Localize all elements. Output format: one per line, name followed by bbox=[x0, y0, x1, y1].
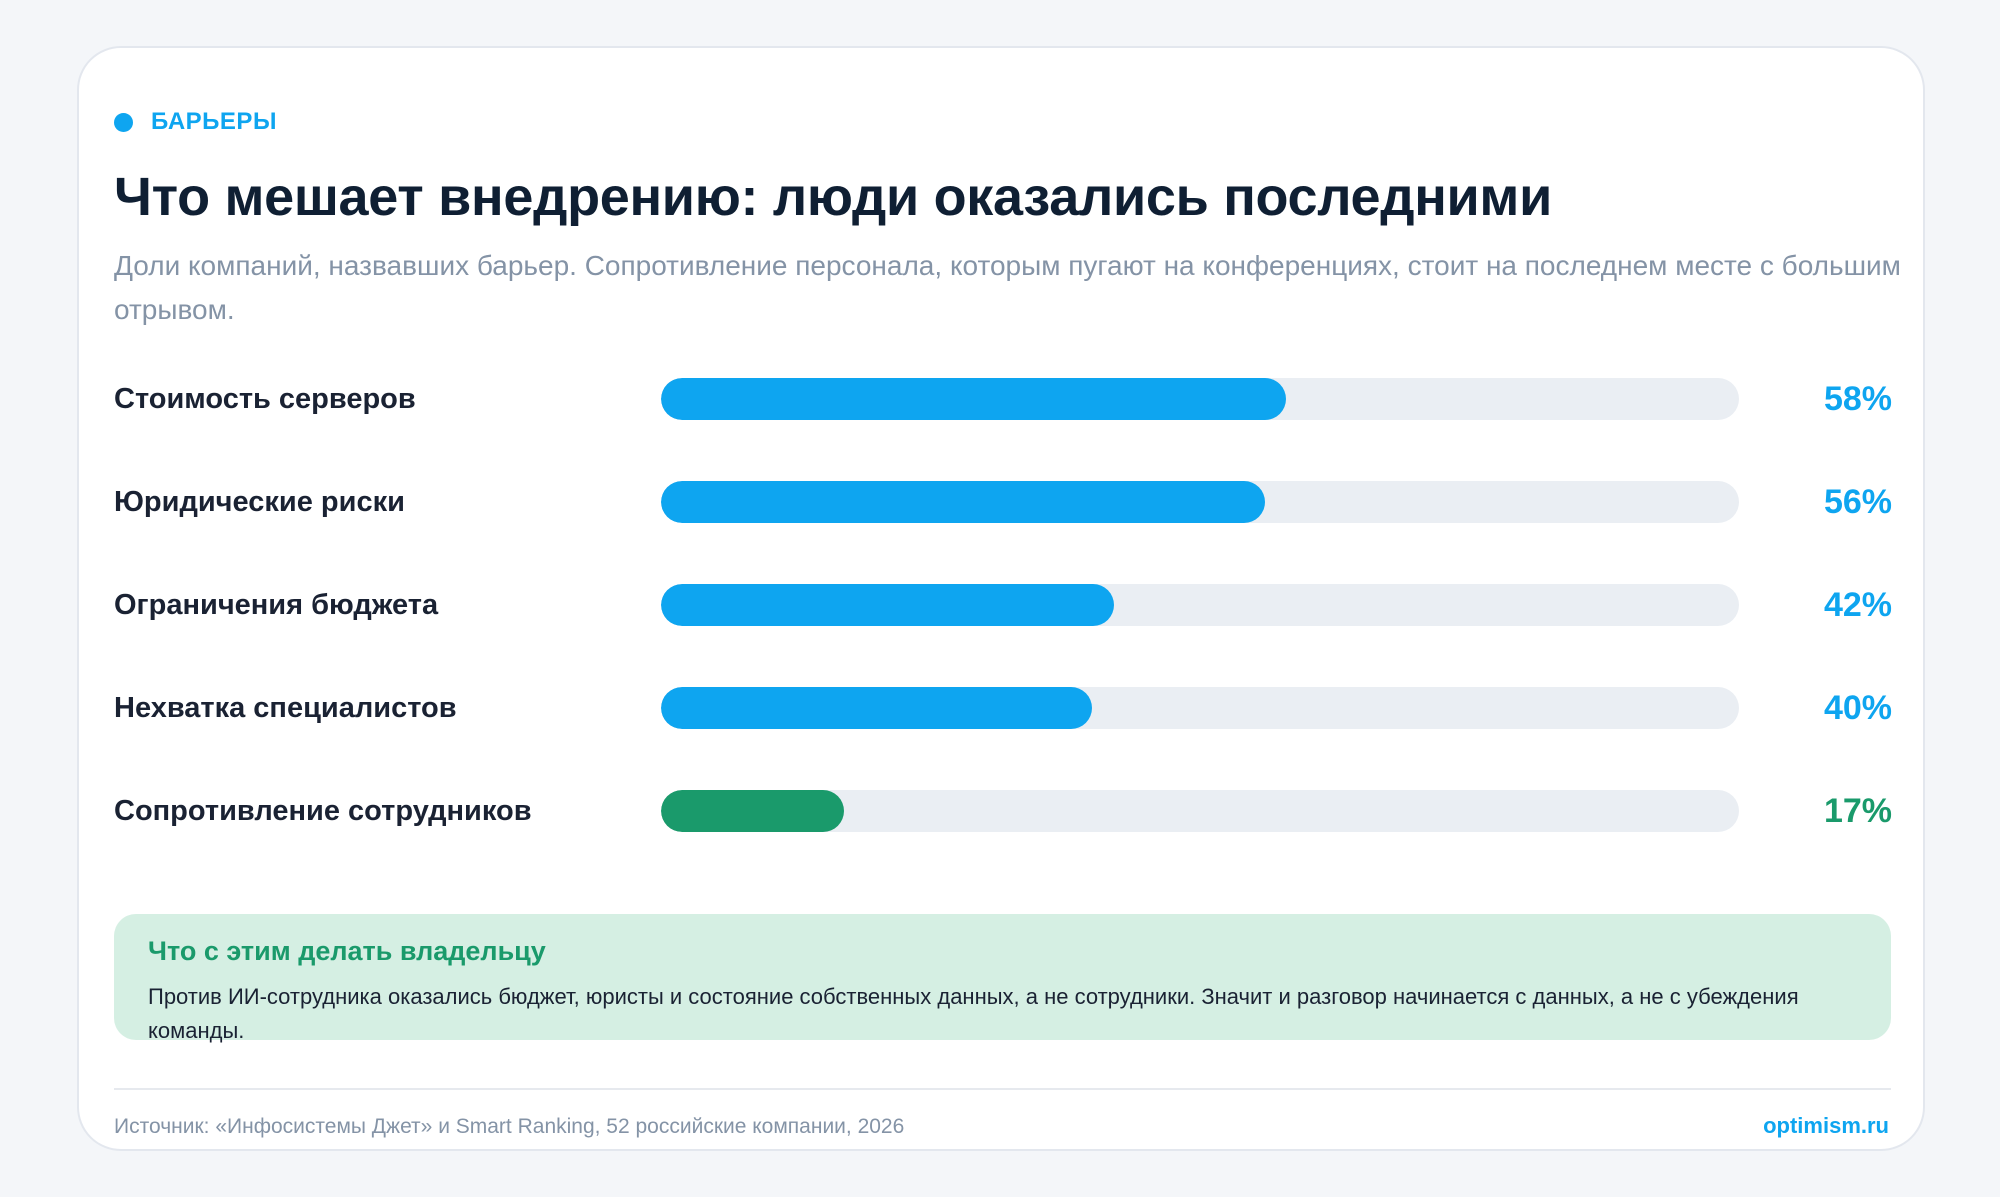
tag-label: БАРЬЕРЫ bbox=[151, 108, 277, 135]
bar-row: Нехватка специалистов 40% bbox=[114, 687, 1892, 729]
bar-fill bbox=[661, 378, 1286, 420]
bar-fill bbox=[661, 481, 1265, 523]
bar-row: Ограничения бюджета 42% bbox=[114, 584, 1892, 626]
bar-category-label: Сопротивление сотрудников bbox=[114, 795, 532, 827]
bar-value-label: 58% bbox=[1823, 380, 1892, 418]
bar-fill bbox=[661, 584, 1114, 626]
bar-fill bbox=[661, 790, 844, 832]
bar-row: Сопротивление сотрудников 17% bbox=[114, 790, 1892, 832]
bar-value-label: 56% bbox=[1823, 483, 1892, 521]
advice-title: Что с этим делать владельцу bbox=[148, 936, 546, 966]
bar-track bbox=[661, 481, 1739, 523]
bar-category-label: Ограничения бюджета bbox=[114, 589, 439, 621]
bar-fill bbox=[661, 687, 1092, 729]
bar-category-label: Нехватка специалистов bbox=[114, 692, 457, 724]
tag-dot-icon bbox=[114, 112, 133, 132]
source-note: Источник: «Инфосистемы Джет» и Smart Ran… bbox=[114, 1115, 905, 1138]
chart-subtitle: Доли компаний, назвавших барьер. Сопроти… bbox=[114, 250, 1901, 325]
bar-value-label: 42% bbox=[1823, 586, 1892, 624]
bar-track bbox=[661, 790, 1739, 832]
brand-link[interactable]: optimism.ru bbox=[1763, 1113, 1889, 1138]
bar-value-label: 17% bbox=[1823, 792, 1892, 830]
bar-category-label: Юридические риски bbox=[114, 486, 405, 518]
section-tag: БАРЬЕРЫ bbox=[114, 108, 277, 136]
bar-track bbox=[661, 584, 1739, 626]
bar-track bbox=[661, 687, 1739, 729]
advice-text: Против ИИ-сотрудника оказались бюджет, ю… bbox=[148, 984, 1799, 1043]
bar-row: Стоимость серверов 58% bbox=[114, 378, 1892, 420]
footer-divider bbox=[114, 1088, 1891, 1090]
bar-value-label: 40% bbox=[1823, 689, 1892, 727]
owner-advice-box: Что с этим делать владельцу Против ИИ-со… bbox=[114, 914, 1891, 1043]
infographic-card: БАРЬЕРЫ Что мешает внедрению: люди оказа… bbox=[77, 46, 1925, 1151]
bar-category-label: Стоимость серверов bbox=[114, 383, 416, 415]
bar-row: Юридические риски 56% bbox=[114, 481, 1892, 523]
chart-title: Что мешает внедрению: люди оказались пос… bbox=[114, 167, 1552, 227]
bar-track bbox=[661, 378, 1739, 420]
